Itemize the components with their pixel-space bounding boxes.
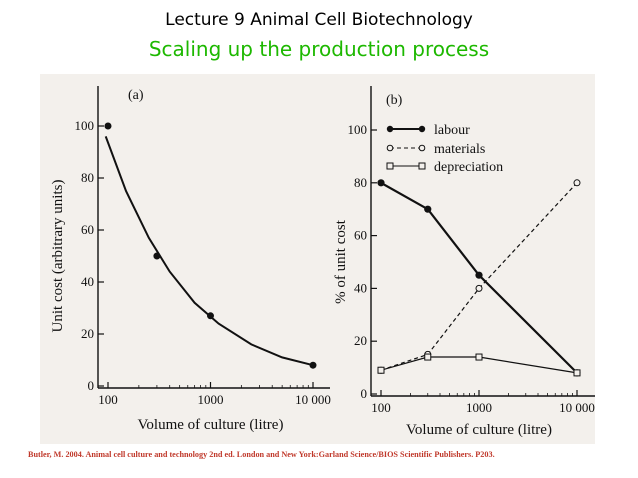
panel-b-series-labour-point [475,271,483,279]
panel-b-label: (b) [386,93,403,108]
panel-a-x-axis-label: Volume of culture (litre) [138,417,284,433]
panel-b-series-labour-point [424,205,432,213]
panel-b-y-tick-label: 60 [354,228,367,243]
panel-a-y-tick-label: 60 [81,222,94,237]
slide-subtitle: Scaling up the production process [148,37,490,61]
panel-b-series-depreciation-line [380,356,578,374]
panel-a-y-tick-label: 80 [81,170,94,185]
panel-b-series-materials-line [380,182,578,371]
panel-a-x-tick-label: 100 [98,392,118,407]
panel-a-fit-curve [104,136,314,367]
figure-scan: 0 20 40 60 80 100 100 1000 10 000 (a) Volume of cu… [40,74,595,444]
panel-a-data-point [153,252,161,260]
panel-b-x-tick-label: 10 000 [559,400,595,415]
panel-a-y-tick-label: 20 [81,326,94,341]
panel-b-series-depreciation-point [424,353,432,361]
slide-title: Lecture 9 Animal Cell Biotechnology [165,10,473,30]
panel-b-y-tick-label: 80 [354,175,367,190]
panel-b-legend-labour-marker [418,125,426,133]
panel-a-x-tick-label: 1000 [198,392,224,407]
panel-a-x-tick-label: 10 000 [295,392,331,407]
panel-b-y-tick-label: 0 [361,386,368,401]
panel-b-x-axis-label: Volume of culture (litre) [406,422,552,438]
panel-b-series-depreciation-point [475,353,483,361]
panel-b-series-labour-point [377,179,385,187]
panel-a-y-tick-label: 40 [81,274,94,289]
panel-a-data-point [207,312,214,320]
panel-b-y-tick-label: 40 [354,280,367,295]
panel-b-legend-materials-marker [418,144,426,152]
panel-a-y-axis-label: Unit cost (arbitrary units) [50,180,66,333]
panel-b-legend-depreciation-label: depreciation [434,160,503,175]
panel-a-data-point [104,122,112,130]
panel-b-x-tick-label: 1000 [466,400,492,415]
citation-text: Butler, M. 2004. Animal cell culture and… [28,450,495,459]
panel-b-series-materials-point [573,179,581,187]
panel-b-legend-depreciation-marker [386,162,394,170]
panel-b-legend-materials-marker [386,144,394,152]
panel-a-y-tick-label: 100 [75,118,95,133]
panel-a-data-point [309,361,317,369]
panel-b-series-materials-point [475,284,483,292]
panel-b-legend-labour-label: labour [434,123,470,138]
panel-b-series-depreciation-point [573,369,581,377]
panel-b-y-tick-label: 100 [348,122,368,137]
panel-a-y-tick-label: 0 [88,378,95,393]
panel-b-legend-labour-marker [386,125,394,133]
panel-b-y-tick-label: 20 [354,333,367,348]
panel-b-series-depreciation-point [377,366,385,374]
panel-b-x-tick-label: 100 [371,400,391,415]
panel-a-label: (a) [128,88,144,103]
panel-b-legend-materials-label: materials [434,142,485,157]
panel-b-series-labour-line [380,181,578,374]
panel-b-y-axis-label: % of unit cost [333,219,349,304]
panel-b-legend-depreciation-marker [418,162,426,170]
